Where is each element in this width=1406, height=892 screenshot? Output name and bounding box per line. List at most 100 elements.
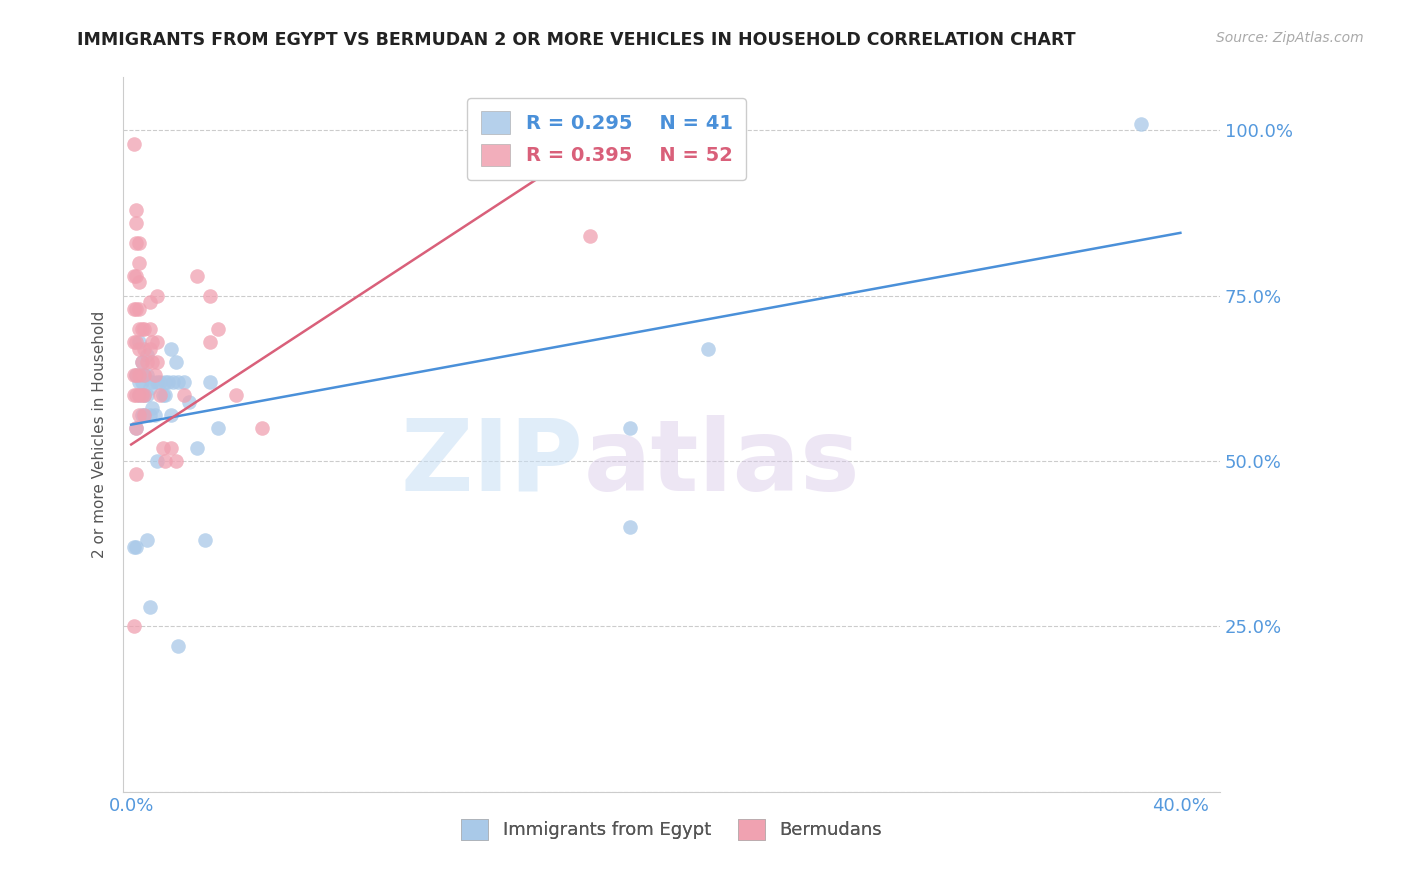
Point (162, 375, 184, 389)
Point (186, 441, 208, 455)
Point (134, 368, 156, 382)
Point (159, 342, 181, 356)
Point (146, 355, 169, 369)
Text: atlas: atlas (583, 415, 860, 512)
Point (131, 388, 153, 402)
Point (155, 454, 177, 468)
Point (138, 381, 160, 395)
Point (122, 540, 145, 554)
Point (252, 421, 274, 435)
Point (135, 368, 157, 382)
Point (134, 388, 156, 402)
Point (125, 421, 148, 435)
Point (173, 388, 195, 402)
Point (128, 388, 150, 402)
Point (138, 408, 160, 422)
Point (125, 467, 148, 482)
Point (579, 229, 602, 244)
Point (125, 301, 148, 316)
Point (167, 375, 190, 389)
Point (134, 368, 156, 382)
Point (146, 288, 169, 302)
Legend: Immigrants from Egypt, Bermudans: Immigrants from Egypt, Bermudans (454, 812, 889, 847)
Point (225, 388, 247, 402)
Point (125, 368, 148, 382)
Text: IMMIGRANTS FROM EGYPT VS BERMUDAN 2 OR MORE VEHICLES IN HOUSEHOLD CORRELATION CH: IMMIGRANTS FROM EGYPT VS BERMUDAN 2 OR M… (77, 31, 1076, 49)
Point (128, 301, 150, 316)
Point (125, 268, 148, 283)
Point (125, 388, 148, 402)
Point (167, 639, 190, 653)
Point (135, 348, 157, 362)
Point (125, 202, 148, 217)
Point (131, 355, 153, 369)
Point (122, 619, 145, 633)
Point (146, 334, 169, 349)
Point (128, 235, 150, 250)
Point (143, 408, 166, 422)
Text: Source: ZipAtlas.com: Source: ZipAtlas.com (1216, 31, 1364, 45)
Point (697, 342, 720, 356)
Point (128, 255, 150, 269)
Point (159, 408, 181, 422)
Point (128, 334, 150, 349)
Point (135, 388, 157, 402)
Point (134, 342, 156, 356)
Point (146, 375, 169, 389)
Point (122, 301, 145, 316)
Text: ZIP: ZIP (401, 415, 583, 512)
Point (198, 375, 221, 389)
Point (152, 388, 174, 402)
Point (149, 375, 172, 389)
Point (128, 276, 150, 290)
Point (619, 421, 641, 435)
Point (165, 454, 187, 468)
Point (177, 394, 200, 409)
Point (141, 355, 163, 369)
Point (125, 540, 148, 554)
Point (186, 268, 208, 283)
Point (198, 334, 221, 349)
Point (149, 388, 172, 402)
Point (156, 375, 179, 389)
Point (122, 334, 145, 349)
Point (141, 375, 163, 389)
Point (143, 368, 166, 382)
Point (128, 388, 150, 402)
Point (131, 408, 153, 422)
Point (138, 342, 160, 356)
Point (125, 368, 148, 382)
Point (152, 441, 174, 455)
Point (128, 322, 150, 336)
Point (173, 375, 195, 389)
Y-axis label: 2 or more Vehicles in Household: 2 or more Vehicles in Household (93, 311, 107, 558)
Point (131, 375, 153, 389)
Point (146, 454, 169, 468)
Point (138, 295, 160, 310)
Point (122, 136, 145, 151)
Point (122, 388, 145, 402)
Point (165, 355, 187, 369)
Point (155, 388, 177, 402)
Point (135, 355, 157, 369)
Point (141, 401, 163, 416)
Point (131, 322, 153, 336)
Point (125, 216, 148, 230)
Point (122, 268, 145, 283)
Point (619, 520, 641, 534)
Point (128, 342, 150, 356)
Point (207, 322, 229, 336)
Point (125, 334, 148, 349)
Point (159, 441, 181, 455)
Point (138, 322, 160, 336)
Point (141, 334, 163, 349)
Point (128, 368, 150, 382)
Point (131, 355, 153, 369)
Point (198, 288, 221, 302)
Point (194, 533, 217, 548)
Point (155, 375, 177, 389)
Point (125, 421, 148, 435)
Point (134, 408, 156, 422)
Point (128, 408, 150, 422)
Point (122, 368, 145, 382)
